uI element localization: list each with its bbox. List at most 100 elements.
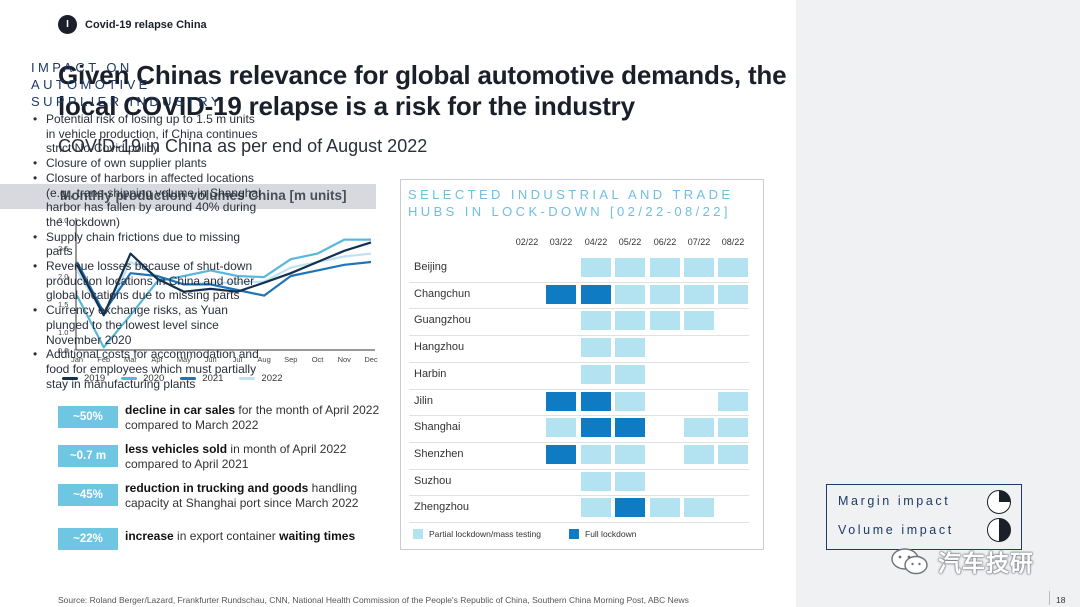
impact-title: IMPACT ON AUTOMOTIVE SUPPLIER INDUSTRY (31, 60, 223, 109)
partial-lockdown-cell (718, 418, 748, 438)
legend-partial: Partial lockdown/mass testing (413, 529, 541, 539)
row-divider (409, 361, 749, 363)
partial-lockdown-cell (615, 471, 645, 491)
city-label: Harbin (414, 367, 447, 380)
stat-badge: ~22% (58, 528, 118, 550)
row-divider (409, 468, 749, 470)
page-number: 18 (1056, 595, 1066, 605)
impact-item: Closure of harbors in affected locations… (31, 171, 261, 230)
partial-lockdown-cell (581, 338, 611, 358)
partial-lockdown-cell (650, 258, 680, 277)
x-tick-label: Sep (284, 355, 297, 364)
full-swatch (569, 529, 579, 539)
city-label: Changchun (414, 287, 471, 300)
stat-text: less vehicles sold in month of April 202… (125, 442, 347, 471)
partial-lockdown-cell (718, 284, 748, 304)
partial-lockdown-cell (684, 444, 714, 464)
page-separator (1049, 591, 1050, 605)
partial-lockdown-cell (615, 338, 645, 358)
row-divider (409, 522, 749, 523)
month-label: 07/22 (687, 237, 711, 247)
partial-lockdown-cell (650, 284, 680, 304)
month-label: 06/22 (653, 237, 677, 247)
partial-lockdown-cell (650, 311, 680, 331)
wechat-icon (891, 548, 928, 575)
partial-lockdown-cell (650, 498, 680, 518)
legend-full: Full lockdown (569, 529, 637, 539)
section-number: I (58, 15, 77, 34)
city-label: Beijing (414, 261, 448, 273)
partial-lockdown-cell (684, 258, 714, 277)
impact-item: Additional costs for accommodation and f… (31, 347, 261, 391)
partial-swatch (413, 529, 423, 539)
partial-lockdown-cell (615, 284, 645, 304)
full-lockdown-cell (581, 391, 611, 411)
full-lockdown-cell (546, 391, 576, 411)
full-lockdown-cell (581, 418, 611, 438)
city-label: Shanghai (414, 421, 461, 434)
hubs-title: SELECTED INDUSTRIAL AND TRADE HUBS IN LO… (408, 187, 734, 219)
stat-text: reduction in trucking and goods handling… (125, 481, 359, 510)
city-label: Hangzhou (414, 341, 465, 354)
month-label: 03/22 (549, 237, 573, 247)
stat-badge: ~0.7 m (58, 445, 118, 467)
row-divider (409, 495, 749, 497)
margin-harvey-ball-icon (987, 490, 1011, 514)
full-lockdown-cell (581, 284, 611, 304)
stat-vehicles-sold: ~0.7 m less vehicles sold in month of Ap… (58, 442, 388, 472)
lockdown-hubs-panel: SELECTED INDUSTRIAL AND TRADE HUBS IN LO… (400, 179, 764, 550)
stat-trucking: ~45% reduction in trucking and goods han… (58, 481, 388, 511)
partial-lockdown-cell (684, 284, 714, 304)
city-label: Guangzhou (414, 314, 471, 327)
city-label: Jilin (414, 394, 433, 407)
full-lockdown-cell (546, 444, 576, 464)
section-chip: I Covid-19 relapse China (58, 15, 207, 34)
row-divider (409, 281, 749, 283)
impact-item: Supply chain frictions due to missing pa… (31, 230, 261, 259)
partial-lockdown-cell (546, 418, 576, 438)
full-lockdown-cell (546, 284, 576, 304)
margin-impact-label: Margin impact (838, 494, 951, 508)
partial-lockdown-cell (615, 311, 645, 331)
x-tick-label: Oct (312, 355, 325, 364)
partial-lockdown-cell (615, 391, 645, 411)
partial-lockdown-cell (581, 364, 611, 384)
side-panel (796, 0, 1080, 607)
wechat-watermark: 汽车技研 (890, 544, 1034, 578)
row-divider (409, 308, 749, 310)
stat-waiting-times: ~22% increase in export container waitin… (58, 525, 388, 550)
stat-badge: ~50% (58, 406, 118, 428)
partial-lockdown-cell (718, 258, 748, 277)
partial-lockdown-cell (615, 258, 645, 277)
x-tick-label: Dec (364, 355, 378, 364)
month-label: 04/22 (584, 237, 608, 247)
partial-lockdown-cell (581, 258, 611, 277)
city-label: Zhengzhou (414, 501, 470, 514)
city-label: Suzhou (414, 474, 452, 487)
impact-item: Currency exchange risks, as Yuan plunged… (31, 303, 261, 347)
volume-harvey-ball-icon (987, 518, 1011, 542)
impact-item: Closure of own supplier plants (31, 156, 261, 171)
impact-list: Potential risk of losing up to 1.5 m uni… (31, 112, 261, 391)
stat-text: decline in car sales for the month of Ap… (125, 403, 380, 432)
city-label: Shenzhen (414, 447, 464, 460)
impact-item: Revenue losses because of shut-down prod… (31, 259, 261, 303)
x-tick-label: Aug (257, 355, 270, 364)
partial-lockdown-cell (581, 311, 611, 331)
partial-lockdown-cell (684, 498, 714, 518)
row-divider (409, 415, 749, 417)
partial-lockdown-cell (684, 311, 714, 331)
impact-item: Potential risk of losing up to 1.5 m uni… (31, 112, 261, 156)
row-divider (409, 388, 749, 390)
watermark-text: 汽车技研 (938, 550, 1034, 576)
source-note: Source: Roland Berger/Lazard, Frankfurte… (58, 595, 689, 605)
section-label: Covid-19 relapse China (85, 18, 207, 31)
row-divider (409, 441, 749, 443)
partial-lockdown-cell (581, 498, 611, 518)
month-label: 08/22 (721, 237, 745, 247)
row-divider (409, 335, 749, 337)
x-tick-label: Nov (338, 355, 352, 364)
partial-lockdown-cell (581, 471, 611, 491)
full-lockdown-cell (615, 498, 645, 518)
partial-lockdown-cell (581, 444, 611, 464)
